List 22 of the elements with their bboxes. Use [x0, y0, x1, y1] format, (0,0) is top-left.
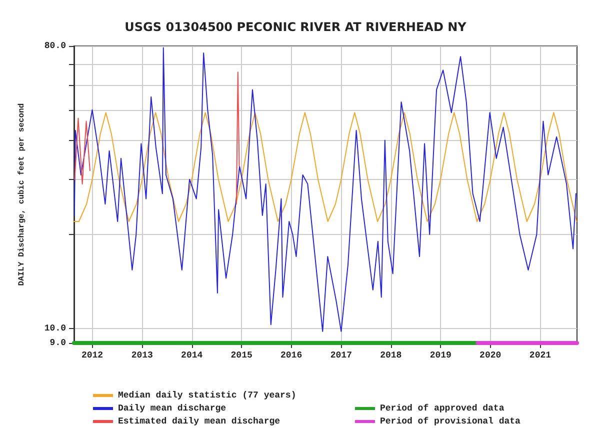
x-tick-label: 2018	[380, 350, 402, 360]
legend-label: Median daily statistic (77 years)	[118, 390, 296, 400]
legend-label: Daily mean discharge	[118, 404, 226, 414]
x-tick-label: 2012	[81, 350, 104, 360]
x-tick-label: 2014	[181, 350, 204, 360]
legend-label: Estimated daily mean discharge	[118, 416, 280, 426]
x-tick-label: 2021	[529, 350, 552, 360]
y-tick-label: 80.0	[44, 41, 66, 51]
x-tick-label: 2019	[430, 350, 452, 360]
line-series	[74, 47, 576, 332]
x-tick-label: 2020	[480, 350, 502, 360]
x-tick-label: 2013	[131, 350, 153, 360]
y-tick-label: 10.0	[44, 324, 66, 334]
legend-label: Period of approved data	[380, 404, 505, 414]
chart-title: USGS 01304500 PECONIC RIVER AT RIVERHEAD NY	[124, 20, 467, 34]
x-tick-label: 2016	[280, 350, 302, 360]
line-series	[74, 112, 578, 222]
y-tick-label: 9.0	[50, 338, 66, 348]
x-tick-label: 2015	[230, 350, 252, 360]
y-axis-title: DAILY Discharge, cubic feet per second	[18, 103, 26, 286]
x-tick-label: 2017	[330, 350, 352, 360]
legend-label: Period of provisional data	[380, 416, 522, 426]
